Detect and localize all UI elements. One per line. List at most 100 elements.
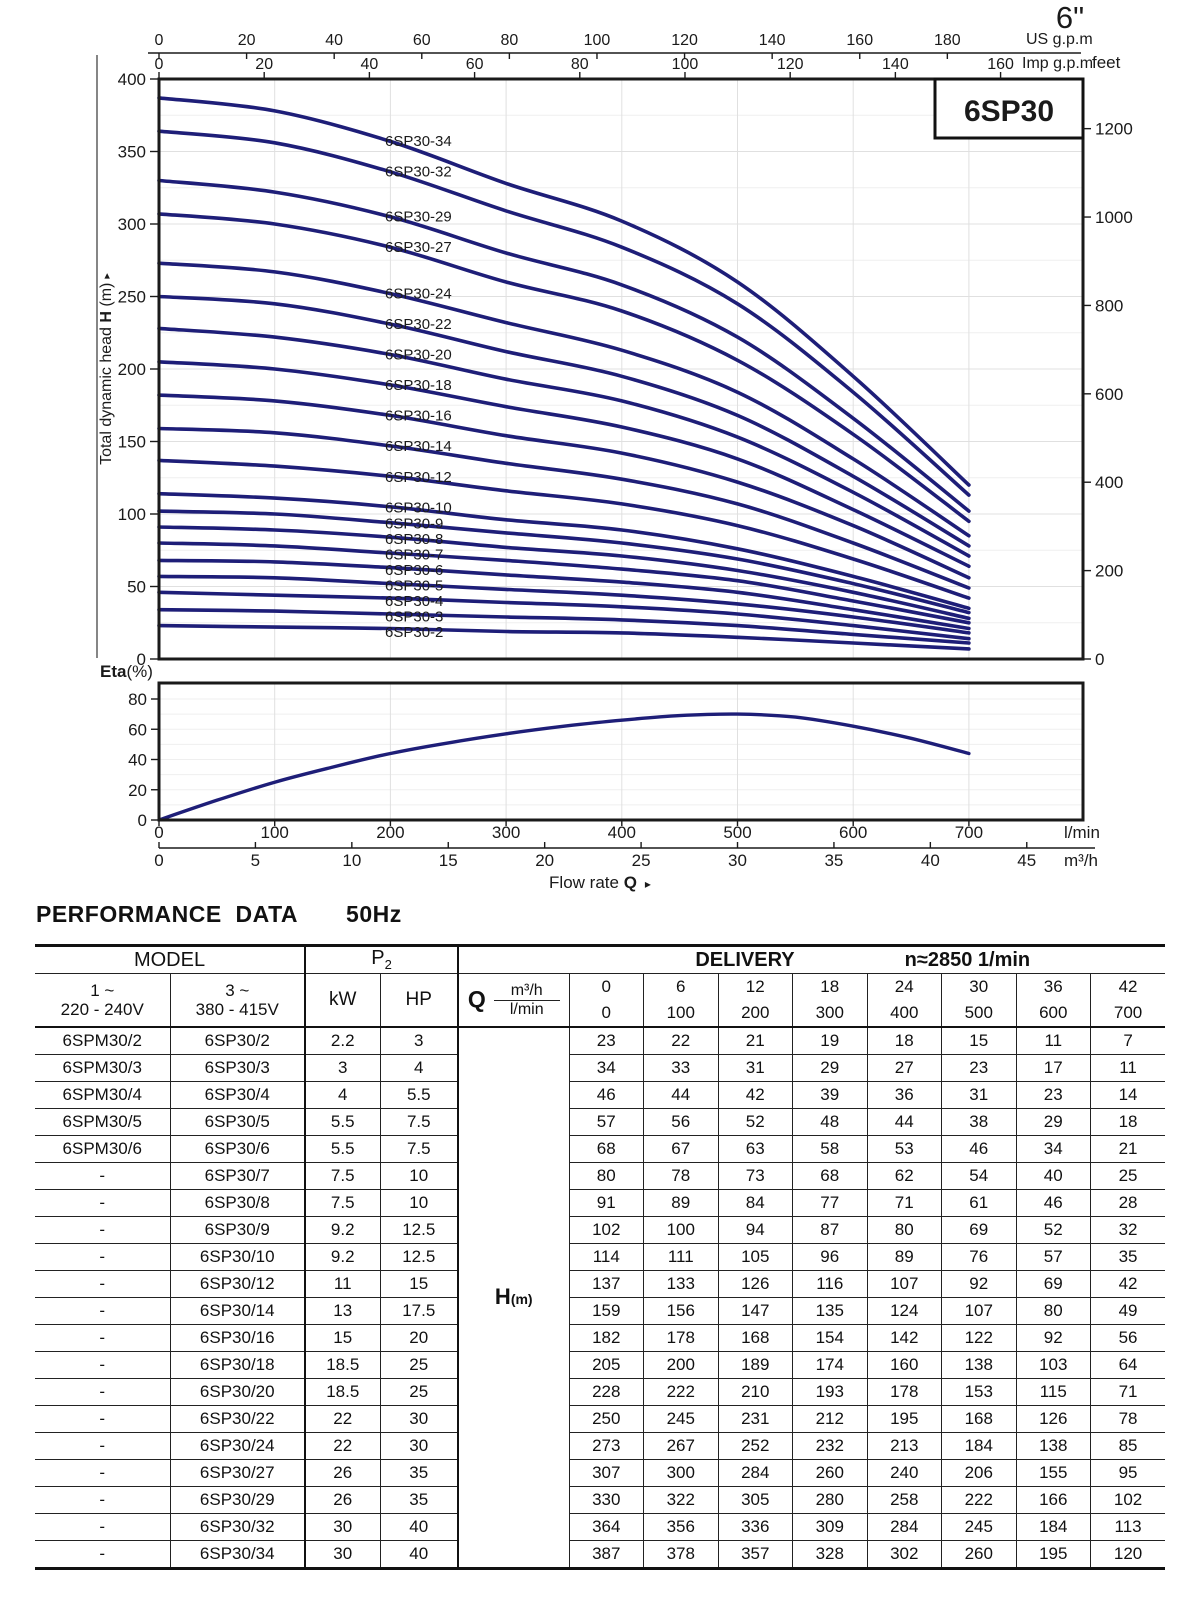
hp-cell: 3 <box>379 1026 459 1055</box>
head-value-cell: 19 <box>792 1026 868 1055</box>
delivery-m3h-value: 6 <box>643 973 719 1000</box>
curve-label: 6SP30-8 <box>385 531 443 548</box>
head-value-cell: 31 <box>941 1081 1017 1109</box>
imp-gpm-axis: 0 20 40 60 80 100 120 140 160 <box>155 56 1014 79</box>
phase3-header: 3 ~380 - 415V <box>169 973 305 1028</box>
model-3ph-cell: 6SP30/4 <box>169 1081 305 1109</box>
head-value-cell: 260 <box>941 1540 1017 1570</box>
svg-text:120: 120 <box>671 32 698 49</box>
svg-text:45: 45 <box>1017 851 1036 870</box>
head-value-cell: 184 <box>1015 1513 1091 1541</box>
kw-cell: 15 <box>304 1324 380 1352</box>
head-value-cell: 189 <box>717 1351 793 1379</box>
head-curve-6SP30-4 <box>157 590 971 641</box>
head-value-cell: 80 <box>1015 1297 1091 1325</box>
speed-label: n≈2850 1/min <box>904 948 1031 971</box>
head-value-cell: 77 <box>792 1189 868 1217</box>
imp-gpm-unit-label: Imp g.p.m <box>1022 55 1093 72</box>
head-value-cell: 103 <box>1015 1351 1091 1379</box>
head-y-axis-title: Total dynamic head H (m)▸ <box>98 273 115 465</box>
kw-header: kW <box>304 973 380 1028</box>
model-3ph-cell: 6SP30/10 <box>169 1243 305 1271</box>
head-value-cell: 69 <box>941 1216 1017 1244</box>
delivery-lmin-value: 300 <box>792 1000 868 1028</box>
pump-performance-chart-svg: 6SP30-346SP30-326SP30-296SP30-276SP30-24… <box>96 0 1133 892</box>
svg-text:100: 100 <box>672 56 699 73</box>
model-1ph-cell: - <box>35 1513 170 1541</box>
head-curve-6SP30-20 <box>157 326 971 558</box>
head-value-cell: 68 <box>568 1135 644 1163</box>
head-value-cell: 56 <box>1090 1324 1166 1352</box>
head-value-cell: 178 <box>866 1378 942 1406</box>
head-value-cell: 21 <box>717 1026 793 1055</box>
performance-data-title: PERFORMANCE DATA 50Hz <box>36 901 402 928</box>
head-value-cell: 18 <box>866 1026 942 1055</box>
head-value-cell: 38 <box>941 1108 1017 1136</box>
svg-text:5: 5 <box>251 851 260 870</box>
head-value-cell: 53 <box>866 1135 942 1163</box>
model-3ph-cell: 6SP30/6 <box>169 1135 305 1163</box>
head-value-cell: 222 <box>941 1486 1017 1514</box>
model-3ph-cell: 6SP30/32 <box>169 1513 305 1541</box>
head-value-cell: 36 <box>866 1081 942 1109</box>
head-curve-6SP30-16 <box>157 393 971 580</box>
hp-cell: 7.5 <box>379 1135 459 1163</box>
head-value-cell: 71 <box>866 1189 942 1217</box>
delivery-lmin-value: 0 <box>568 1000 644 1028</box>
head-value-cell: 92 <box>1015 1324 1091 1352</box>
hp-cell: 10 <box>379 1189 459 1217</box>
head-value-cell: 58 <box>792 1135 868 1163</box>
head-value-cell: 267 <box>643 1432 719 1460</box>
delivery-m3h-value: 18 <box>792 973 868 1000</box>
head-value-cell: 54 <box>941 1162 1017 1190</box>
head-value-cell: 260 <box>792 1459 868 1487</box>
head-value-cell: 231 <box>717 1405 793 1433</box>
table-row: -6SP30/24 22 30 273 267 252 232 213 184 138 85 <box>35 1432 1166 1460</box>
head-value-cell: 100 <box>643 1216 719 1244</box>
delivery-label: DELIVERY <box>695 948 795 971</box>
svg-text:200: 200 <box>1095 562 1123 581</box>
hp-cell: 4 <box>379 1054 459 1082</box>
head-y-axis-m: 0 50 100 150 200 250 300 350 400 <box>118 70 159 669</box>
head-value-cell: 57 <box>568 1108 644 1136</box>
table-row: 6SPM30/5 6SP30/5 5.5 7.5 57 56 52 48 44 38 29 18 <box>35 1108 1166 1136</box>
head-value-cell: 258 <box>866 1486 942 1514</box>
head-value-cell: 68 <box>792 1162 868 1190</box>
table-row: -6SP30/22 22 30 250 245 231 212 195 168 126 78 <box>35 1405 1166 1433</box>
head-value-cell: 168 <box>941 1405 1017 1433</box>
eta-y-axis: 0 20 40 60 80 <box>128 690 159 830</box>
curve-label: 6SP30-5 <box>385 577 443 594</box>
head-value-cell: 42 <box>1090 1270 1166 1298</box>
eta-plot-border <box>157 681 1085 822</box>
model-3ph-cell: 6SP30/34 <box>169 1540 305 1570</box>
head-value-cell: 28 <box>1090 1189 1166 1217</box>
svg-text:400: 400 <box>118 70 146 89</box>
head-value-cell: 159 <box>568 1297 644 1325</box>
model-3ph-cell: 6SP30/7 <box>169 1162 305 1190</box>
curve-label: 6SP30-32 <box>385 163 452 180</box>
head-value-cell: 91 <box>568 1189 644 1217</box>
head-value-cell: 126 <box>1015 1405 1091 1433</box>
model-1ph-cell: 6SPM30/4 <box>35 1081 170 1109</box>
model-1ph-cell: - <box>35 1378 170 1406</box>
svg-text:20: 20 <box>128 781 147 800</box>
curve-label: 6SP30-34 <box>385 133 452 150</box>
head-value-cell: 184 <box>941 1432 1017 1460</box>
performance-data-table: MODEL P2 DELIVERY n≈2850 1/min 1 ~220 - 240V… <box>35 944 1166 1570</box>
head-value-cell: 11 <box>1090 1054 1166 1082</box>
head-value-cell: 222 <box>643 1378 719 1406</box>
head-value-cell: 87 <box>792 1216 868 1244</box>
hp-cell: 35 <box>379 1486 459 1514</box>
head-value-cell: 73 <box>717 1162 793 1190</box>
model-1ph-cell: - <box>35 1486 170 1514</box>
head-value-cell: 89 <box>866 1243 942 1271</box>
svg-text:60: 60 <box>466 56 484 73</box>
head-value-cell: 102 <box>568 1216 644 1244</box>
head-curves <box>157 96 971 651</box>
head-value-cell: 67 <box>643 1135 719 1163</box>
svg-text:60: 60 <box>128 720 147 739</box>
head-value-cell: 284 <box>866 1513 942 1541</box>
curve-label: 6SP30-22 <box>385 316 452 333</box>
model-1ph-cell: - <box>35 1351 170 1379</box>
head-curve-6SP30-29 <box>157 178 971 513</box>
